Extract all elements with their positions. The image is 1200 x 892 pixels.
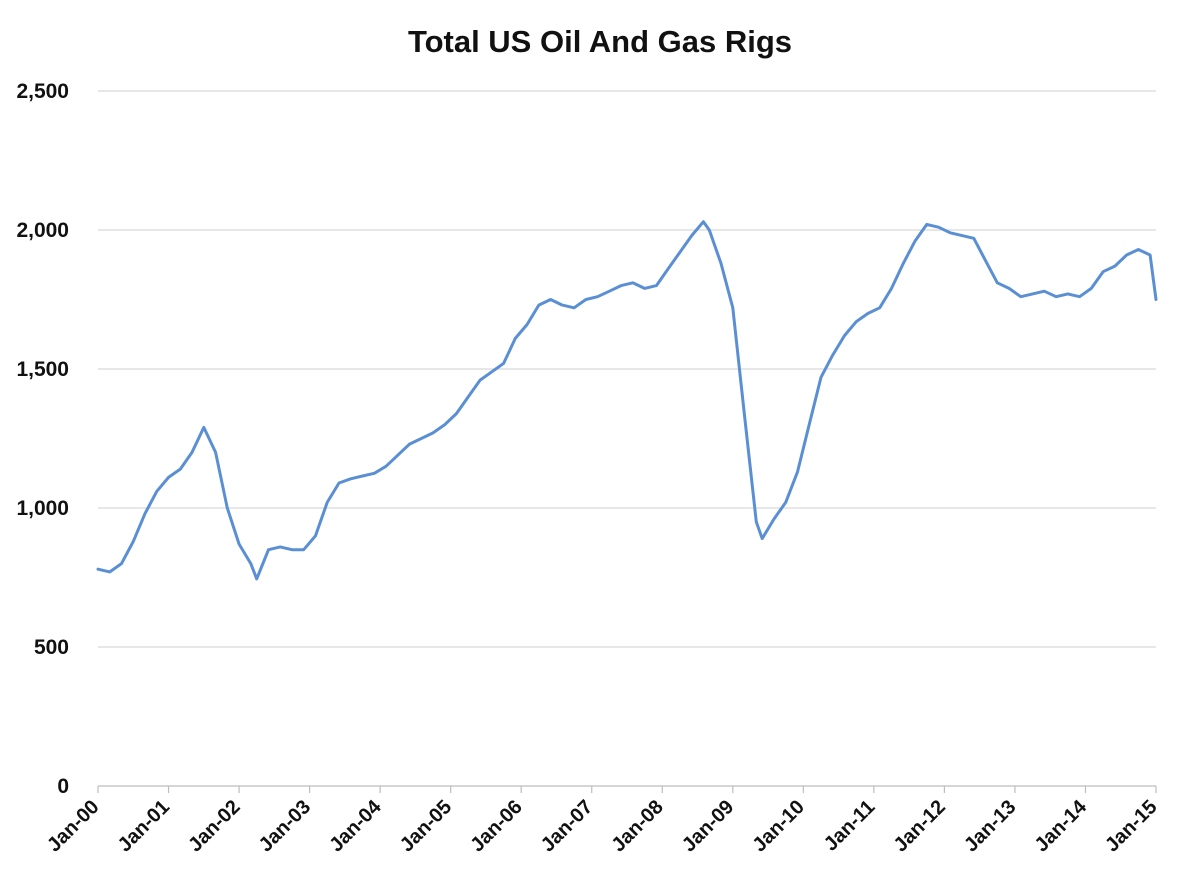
y-tick-label: 500 [34,636,69,659]
x-tick-label: Jan-01 [114,796,174,856]
x-tick-label: Jan-07 [537,796,597,856]
y-tick-label: 2,000 [16,219,69,242]
chart-title: Total US Oil And Gas Rigs [408,24,792,59]
y-tick-label: 2,500 [16,80,69,103]
x-tick-label: Jan-06 [466,796,526,856]
x-tick-label: Jan-04 [325,795,386,856]
y-tick-label: 1,500 [16,358,69,381]
x-axis-tick-labels: Jan-00 Jan-01 Jan-02 Jan-03 Jan-04 Jan-05 Jan-… [43,795,1161,856]
y-axis-tick-labels: 0 500 1,000 1,500 2,000 2,500 [16,80,69,798]
x-tick-label: Jan-12 [890,796,950,856]
x-tick-label: Jan-14 [1031,795,1092,856]
x-tick-label: Jan-00 [43,796,103,856]
y-tick-label: 1,000 [16,497,69,520]
y-tick-label: 0 [57,775,69,798]
x-tick-label: Jan-11 [820,796,880,856]
x-tick-label: Jan-05 [396,796,456,856]
x-axis [97,785,1157,793]
x-tick-label: Jan-15 [1101,796,1161,856]
gridlines [98,90,1156,648]
x-tick-label: Jan-02 [184,796,244,856]
x-tick-label: Jan-08 [607,796,667,856]
series-line [96,220,1158,581]
x-tick-label: Jan-03 [255,796,315,856]
series-layer [96,220,1158,581]
x-tick-label: Jan-10 [748,796,808,856]
x-tick-label: Jan-09 [678,796,738,856]
x-tick-label: Jan-13 [960,796,1020,856]
